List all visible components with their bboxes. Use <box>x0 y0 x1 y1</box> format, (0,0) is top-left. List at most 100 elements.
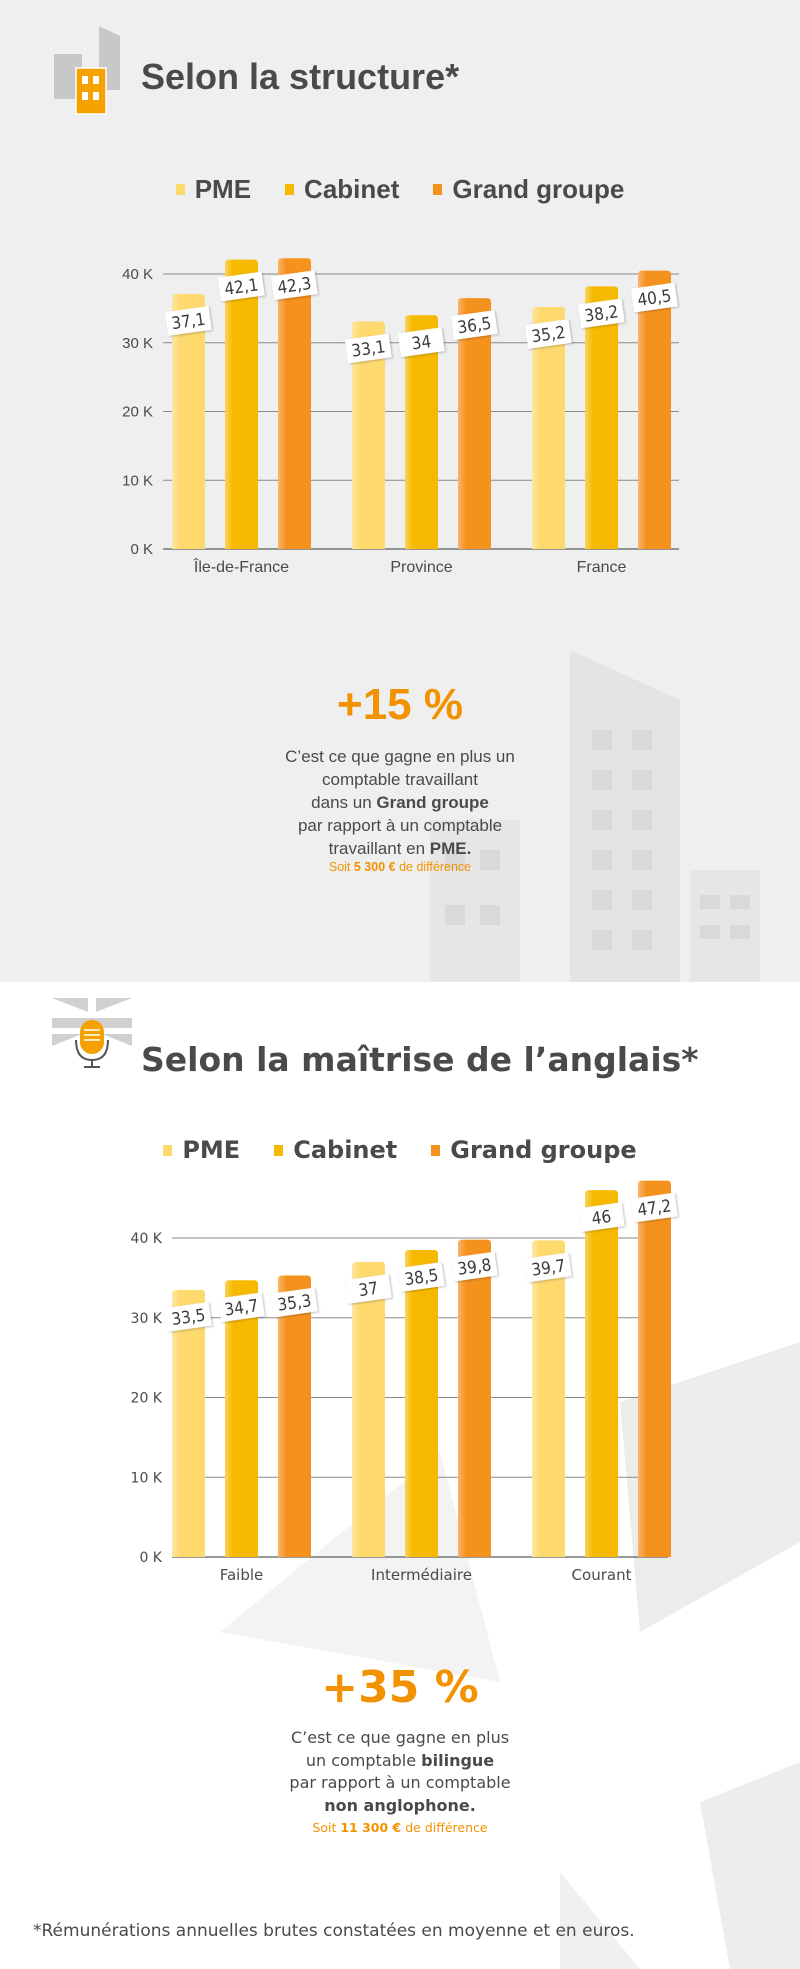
microphone-uk-flag-icon <box>52 998 132 1068</box>
legend-swatch <box>163 1144 173 1156</box>
bar-cabinet <box>405 1249 438 1557</box>
data-label-text: 38,5 <box>403 1266 439 1291</box>
data-label: 35,2 <box>524 319 572 349</box>
data-label-box <box>630 1192 678 1223</box>
x-category-label: Courant <box>572 1566 632 1584</box>
x-category-label: Intermédiaire <box>371 1566 472 1584</box>
legend-swatch <box>433 184 443 195</box>
y-tick-label: 10 K <box>122 472 153 489</box>
data-label: 46 <box>577 1202 625 1233</box>
bar-pme <box>532 307 565 549</box>
legend-item-grand-groupe: Grand groupe <box>431 1136 637 1164</box>
y-tick-label: 10 K <box>131 1470 163 1486</box>
data-label: 40,5 <box>630 282 678 313</box>
section-structure: Selon la structure* PME Cabinet Grand gr… <box>0 0 800 982</box>
data-label-text: 36,5 <box>456 314 492 339</box>
y-tick-label: 0 K <box>130 541 153 558</box>
data-label-box <box>397 327 445 358</box>
highlight-percentage: +35 % <box>321 1662 479 1713</box>
chart-legend: PME Cabinet Grand groupe <box>0 1136 800 1164</box>
difference-note: Soit 11 300 € de différence <box>312 1820 488 1835</box>
data-label-box <box>270 270 318 301</box>
data-label-box <box>577 1202 625 1233</box>
data-label-box <box>450 1251 498 1282</box>
data-label-text: 33,5 <box>170 1306 206 1331</box>
data-label-text: 39,7 <box>530 1256 566 1281</box>
data-label-text: 37,1 <box>170 310 206 335</box>
data-label: 33,5 <box>164 1301 212 1332</box>
data-label-box <box>270 1287 318 1318</box>
data-label: 47,2 <box>630 1192 678 1223</box>
legend-item-grand-groupe: Grand groupe <box>433 174 624 205</box>
data-label-box <box>164 306 212 336</box>
data-label: 38,2 <box>577 298 625 329</box>
y-tick-label: 30 K <box>131 1311 163 1327</box>
data-label-text: 34 <box>410 332 432 355</box>
footnote: *Rémunérations annuelles brutes constaté… <box>33 1921 635 1941</box>
highlight-percentage: +15 % <box>337 680 463 729</box>
bar-grand-groupe <box>638 1180 671 1557</box>
buildings-icon <box>54 26 120 115</box>
bar-pme <box>532 1240 565 1557</box>
data-label-text: 35,2 <box>530 323 566 348</box>
data-label-text: 33,1 <box>350 337 386 362</box>
y-tick-label: 30 K <box>122 335 153 352</box>
legend-item-pme: PME <box>163 1136 240 1164</box>
legend-swatch <box>274 1144 284 1156</box>
highlight-description: C’est ce que gagne en plus un comptable … <box>285 747 515 858</box>
data-label-box <box>630 282 678 313</box>
y-tick-label: 20 K <box>122 404 153 421</box>
bar-cabinet <box>405 315 438 549</box>
legend-item-pme: PME <box>175 174 251 205</box>
bar-cabinet <box>585 286 618 549</box>
data-label: 39,7 <box>524 1252 572 1283</box>
bar-grand-groupe <box>278 1275 311 1557</box>
legend-item-cabinet: Cabinet <box>285 174 399 205</box>
bar-grand-groupe <box>638 270 671 549</box>
bar-chart-anglais: 0 K 10 K 20 K 30 K 40 K Faible Intermédiaire Co… <box>131 1180 678 1584</box>
highlight-description: C’est ce que gagne en plus un comptable … <box>289 1728 511 1815</box>
legend-swatch <box>431 1144 441 1156</box>
bar-chart-structure: 0 K 10 K 20 K 30 K 40 K Île-de-France Province… <box>122 258 679 576</box>
bar-cabinet <box>225 1280 258 1557</box>
data-label-box <box>577 298 625 329</box>
data-label-box <box>344 1273 392 1304</box>
bar-grand-groupe <box>278 258 311 549</box>
x-category-label: Province <box>390 559 452 576</box>
data-label: 35,3 <box>270 1287 318 1318</box>
data-label: 34,7 <box>217 1292 265 1323</box>
data-label-box <box>164 1301 212 1332</box>
section-anglais: Selon la maîtrise de l’anglais* PME Cabi… <box>0 982 800 1969</box>
data-label-box <box>217 271 265 302</box>
data-label-box <box>524 1252 572 1283</box>
bar-pme <box>172 1289 205 1557</box>
data-label: 37 <box>344 1273 392 1304</box>
y-tick-label: 40 K <box>122 266 153 283</box>
chart-legend: PME Cabinet Grand groupe <box>0 174 800 205</box>
data-label-text: 34,7 <box>223 1296 259 1321</box>
data-label-box <box>397 1262 445 1292</box>
x-category-label: Faible <box>220 1566 264 1584</box>
data-label: 42,1 <box>217 271 265 302</box>
data-label-text: 46 <box>590 1207 612 1230</box>
bar-grand-groupe <box>458 1239 491 1557</box>
data-label-text: 39,8 <box>456 1255 492 1280</box>
y-tick-label: 20 K <box>131 1391 163 1407</box>
data-label: 38,5 <box>397 1262 445 1292</box>
bar-cabinet <box>585 1190 618 1557</box>
bar-grand-groupe <box>458 298 491 549</box>
x-category-label: Île-de-France <box>193 557 289 576</box>
data-label: 34 <box>397 327 445 358</box>
legend-item-cabinet: Cabinet <box>274 1136 397 1164</box>
data-label-text: 37 <box>357 1279 379 1302</box>
data-label-box <box>344 333 392 364</box>
data-label: 33,1 <box>344 333 392 364</box>
data-label-text: 40,5 <box>636 286 672 311</box>
data-label-box <box>217 1292 265 1323</box>
section-title: Selon la structure* <box>141 56 460 97</box>
data-label-box <box>524 319 572 349</box>
x-category-label: France <box>577 559 627 576</box>
data-label-text: 47,2 <box>636 1196 672 1221</box>
y-tick-label: 40 K <box>131 1231 163 1247</box>
data-label-text: 42,3 <box>276 274 312 299</box>
